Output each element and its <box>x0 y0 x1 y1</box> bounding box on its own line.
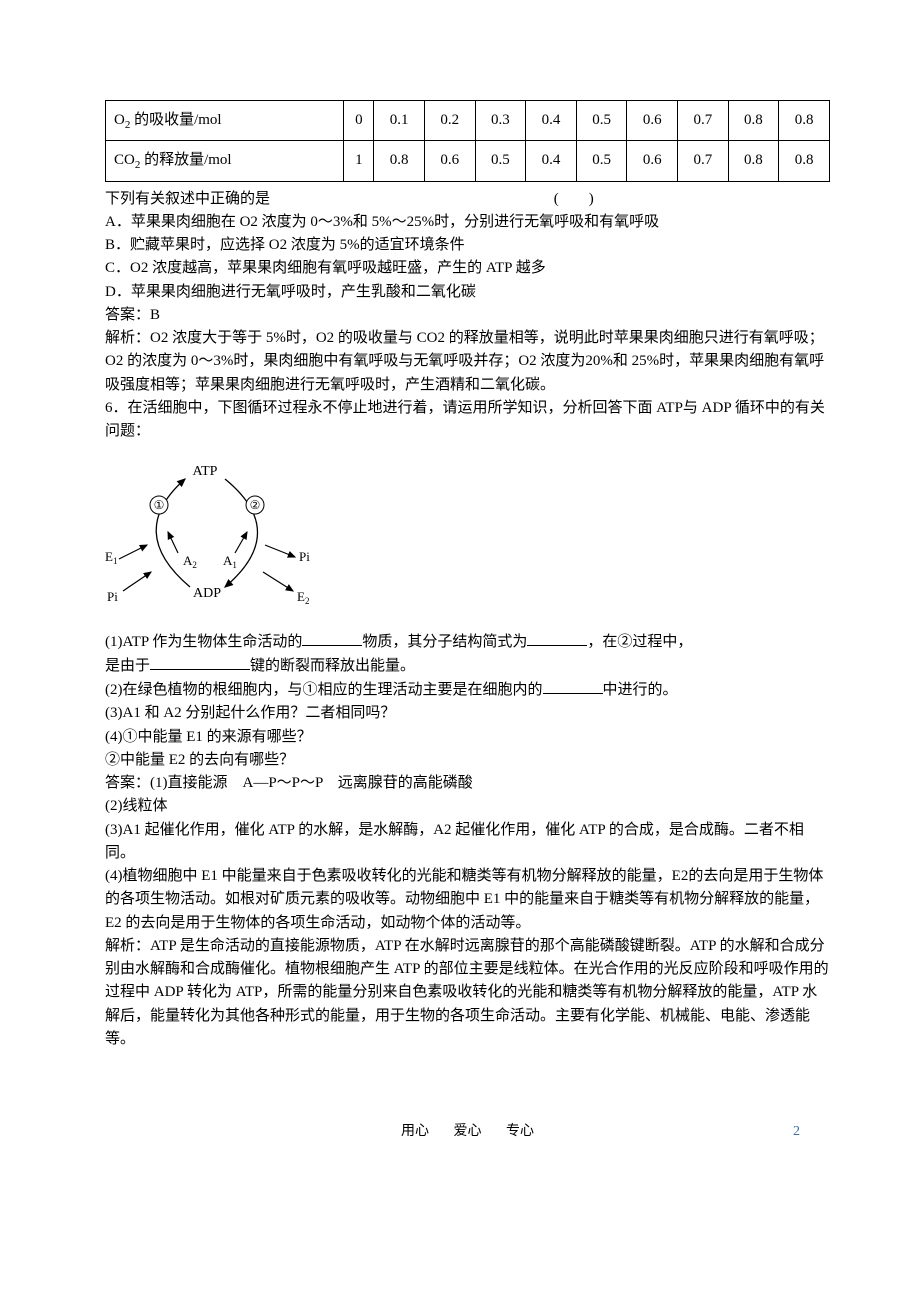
table-cell: 0.8 <box>374 141 425 181</box>
option-a: A．苹果果肉细胞在 O2 浓度为 0～3%和 5%～25%时，分别进行无氧呼吸和… <box>105 211 830 234</box>
answer2-line2: (2)线粒体 <box>105 795 830 818</box>
table-cell: 0.2 <box>424 101 475 141</box>
sub-q4: (4)①中能量 E1 的来源有哪些？ <box>105 726 830 749</box>
sub-q1: (1)ATP 作为生物体生命活动的物质，其分子结构简式为，在②过程中， <box>105 630 830 654</box>
stem-text: 下列有关叙述中正确的是 <box>105 191 270 207</box>
label-pi-left: Pi <box>107 589 118 604</box>
blank <box>150 654 250 670</box>
table-row: CO2 的释放量/mol 1 0.8 0.6 0.5 0.4 0.5 0.6 0… <box>106 141 830 181</box>
label-a2: A2 <box>183 553 197 570</box>
table-cell: 0.5 <box>475 141 526 181</box>
explanation: 解析：O2 浓度大于等于 5%时，O2 的吸收量与 CO2 的释放量相等，说明此… <box>105 327 830 397</box>
table-cell: 0.4 <box>526 101 577 141</box>
option-c: C．O2 浓度越高，苹果果肉细胞有氧呼吸越旺盛，产生的 ATP 越多 <box>105 257 830 280</box>
answer2-line3: (3)A1 起催化作用，催化 ATP 的水解，是水解酶，A2 起催化作用，催化 … <box>105 819 830 866</box>
table-cell: 0 <box>344 101 374 141</box>
q6-stem: 6．在活细胞中，下图循环过程永不停止地进行着，请运用所学知识，分析回答下面 AT… <box>105 397 830 444</box>
explanation2: 解析：ATP 是生命活动的直接能源物质，ATP 在水解时远离腺苷的那个高能磷酸键… <box>105 935 830 1051</box>
sub-q3: (3)A1 和 A2 分别起什么作用？二者相同吗？ <box>105 702 830 725</box>
table-cell: 0.3 <box>475 101 526 141</box>
footer-mid: 爱心 <box>454 1124 482 1139</box>
label-a1: A1 <box>223 553 237 570</box>
table-cell: 0.6 <box>424 141 475 181</box>
option-b: B．贮藏苹果时，应选择 O2 浓度为 5%的适宜环境条件 <box>105 234 830 257</box>
answer2-line4: (4)植物细胞中 E1 中能量来自于色素吸收转化的光能和糖类等有机物分解释放的能… <box>105 865 830 935</box>
blank <box>527 630 587 646</box>
table-cell: 0.4 <box>526 141 577 181</box>
label-atp: ATP <box>193 464 218 479</box>
label-e2: E2 <box>297 589 309 606</box>
option-d: D．苹果果肉细胞进行无氧呼吸时，产生乳酸和二氧化碳 <box>105 281 830 304</box>
label-c1: ① <box>154 498 165 512</box>
page-footer: 用心 爱心 专心 2 <box>105 1121 830 1143</box>
footer-right: 专心 <box>506 1124 534 1139</box>
atp-adp-cycle-diagram: ATP ADP ① ② A2 A1 E1 Pi Pi E2 <box>105 457 830 615</box>
blank <box>302 630 362 646</box>
sub-q1b: 是由于键的断裂而释放出能量。 <box>105 654 830 678</box>
page-container: O2 的吸收量/mol 0 0.1 0.2 0.3 0.4 0.5 0.6 0.… <box>0 0 920 1183</box>
table-cell: 0.6 <box>627 141 678 181</box>
table-cell: 0.5 <box>576 101 627 141</box>
table-cell: 0.8 <box>779 141 830 181</box>
label-e1: E1 <box>105 549 117 566</box>
page-number: 2 <box>793 1121 800 1143</box>
label-adp: ADP <box>193 586 221 601</box>
sub-q2: (2)在绿色植物的根细胞内，与①相应的生理活动主要是在细胞内的中进行的。 <box>105 678 830 702</box>
table-cell: 0.8 <box>728 141 779 181</box>
table-cell: 0.7 <box>678 141 729 181</box>
row-header-co2: CO2 的释放量/mol <box>106 141 344 181</box>
table-row: O2 的吸收量/mol 0 0.1 0.2 0.3 0.4 0.5 0.6 0.… <box>106 101 830 141</box>
table-cell: 0.6 <box>627 101 678 141</box>
answer-label: 答案：B <box>105 304 830 327</box>
table-cell: 0.8 <box>728 101 779 141</box>
blank <box>543 678 603 694</box>
sub-q4b: ②中能量 E2 的去向有哪些？ <box>105 749 830 772</box>
question-stem: 下列有关叙述中正确的是 ( ) <box>105 188 830 211</box>
cycle-svg: ATP ADP ① ② A2 A1 E1 Pi Pi E2 <box>105 457 325 607</box>
answer2-line1: 答案：(1)直接能源 A—P～P～P 远离腺苷的高能磷酸 <box>105 772 830 795</box>
table-cell: 0.8 <box>779 101 830 141</box>
footer-left: 用心 <box>401 1124 429 1139</box>
table-cell: 0.1 <box>374 101 425 141</box>
data-table: O2 的吸收量/mol 0 0.1 0.2 0.3 0.4 0.5 0.6 0.… <box>105 100 830 182</box>
row-header-o2: O2 的吸收量/mol <box>106 101 344 141</box>
answer-paren: ( ) <box>554 188 594 211</box>
table-cell: 0.7 <box>678 101 729 141</box>
table-cell: 1 <box>344 141 374 181</box>
label-c2: ② <box>250 498 261 512</box>
label-pi-right: Pi <box>299 549 310 564</box>
table-cell: 0.5 <box>576 141 627 181</box>
